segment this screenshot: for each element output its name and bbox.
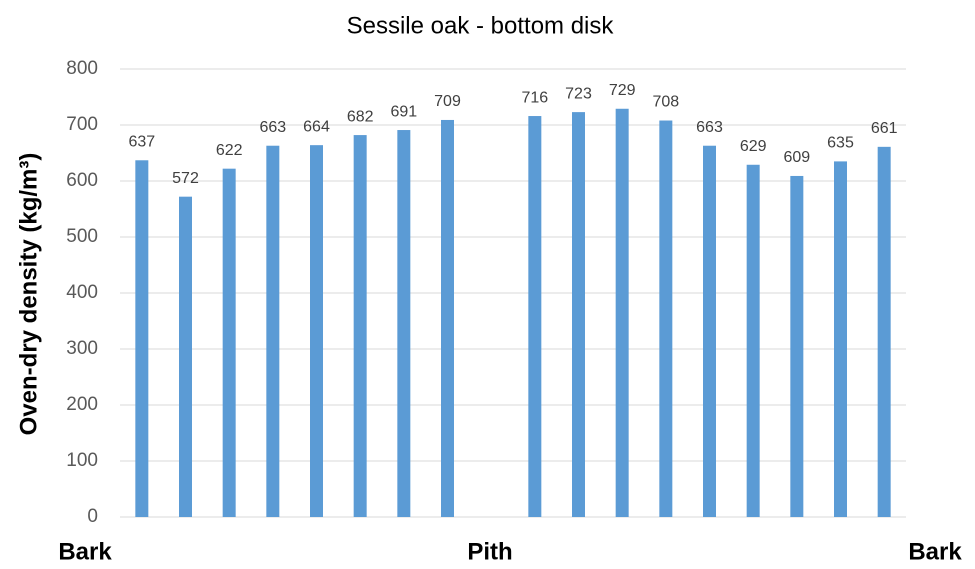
y-tick-label: 600 [66, 170, 98, 191]
value-label: 708 [652, 94, 679, 111]
bar [441, 119, 454, 518]
bar [703, 145, 716, 517]
value-label: 682 [347, 108, 374, 125]
y-tick-label: 100 [66, 450, 98, 471]
bar [179, 196, 192, 517]
value-label: 723 [565, 85, 592, 102]
value-label: 629 [740, 138, 767, 155]
value-label: 691 [390, 103, 417, 120]
y-tick-label: 200 [66, 394, 98, 415]
bar [353, 135, 367, 517]
bar [397, 130, 411, 518]
bar [266, 145, 280, 517]
chart-title: Sessile oak - bottom disk [347, 12, 615, 39]
value-label: 609 [783, 149, 810, 166]
value-label: 729 [609, 82, 636, 99]
bar [615, 108, 629, 517]
bar [222, 168, 236, 517]
bar [135, 160, 149, 517]
value-label: 664 [303, 118, 330, 135]
bar [746, 164, 760, 517]
x-annotation: Bark [58, 538, 112, 565]
value-label: 663 [259, 119, 286, 136]
value-label: 637 [128, 133, 155, 150]
bar [528, 116, 542, 517]
bar [790, 175, 804, 517]
value-label: 572 [172, 170, 199, 187]
y-tick-label: 0 [87, 506, 98, 527]
value-label: 635 [827, 135, 854, 152]
bar [834, 161, 847, 517]
bar [659, 120, 673, 518]
y-tick-label: 300 [66, 338, 98, 359]
value-label: 663 [696, 119, 723, 136]
x-annotation: Pith [467, 538, 512, 565]
value-label: 716 [521, 89, 548, 106]
value-label: 709 [434, 93, 461, 110]
y-axis-title: Oven-dry density (kg/m³) [15, 153, 42, 436]
bar [877, 146, 891, 517]
y-tick-label: 800 [66, 58, 98, 79]
bar [572, 112, 585, 518]
bar [310, 145, 323, 517]
y-tick-label: 500 [66, 226, 98, 247]
y-tick-label: 700 [66, 114, 98, 135]
value-label: 661 [871, 120, 898, 137]
x-annotation: Bark [908, 538, 962, 565]
y-tick-label: 400 [66, 282, 98, 303]
value-label: 622 [216, 142, 243, 159]
